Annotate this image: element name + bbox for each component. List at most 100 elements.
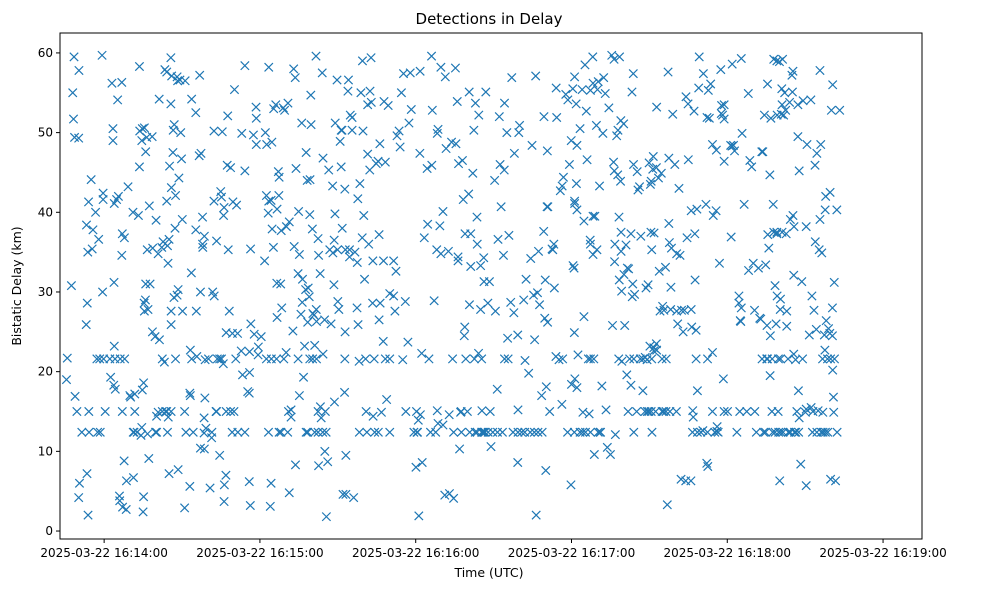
data-point <box>291 163 301 174</box>
data-point <box>231 200 242 210</box>
data-point <box>762 320 772 331</box>
data-point <box>588 78 598 88</box>
data-point <box>303 427 313 437</box>
data-point <box>411 462 421 472</box>
data-point <box>477 354 487 364</box>
data-point <box>195 443 206 453</box>
data-point <box>762 354 773 364</box>
data-point <box>608 157 619 167</box>
data-point <box>316 413 326 423</box>
data-point <box>506 297 516 307</box>
data-point <box>469 354 480 364</box>
data-point <box>692 427 703 437</box>
data-point <box>119 233 130 243</box>
y-tick-label: 10 <box>38 444 53 458</box>
data-point <box>629 427 639 437</box>
data-point <box>117 250 127 260</box>
data-point <box>543 202 553 212</box>
data-point <box>352 303 362 313</box>
data-point <box>787 87 798 97</box>
data-point <box>279 354 289 364</box>
data-point <box>655 306 665 316</box>
data-point <box>271 354 282 364</box>
data-point <box>703 461 713 472</box>
data-point <box>100 406 110 417</box>
data-point <box>251 139 261 150</box>
x-axis-title: Time (UTC) <box>453 565 523 580</box>
data-point <box>531 71 541 81</box>
data-point <box>276 279 286 289</box>
data-point <box>644 158 654 168</box>
data-point <box>758 427 769 437</box>
data-point <box>443 246 454 256</box>
data-point <box>166 182 177 193</box>
data-point <box>542 317 553 327</box>
data-point <box>290 72 300 83</box>
data-point <box>470 427 480 437</box>
data-point <box>321 512 332 522</box>
data-point <box>558 172 569 182</box>
data-point <box>719 156 729 166</box>
data-point <box>134 162 145 172</box>
data-point <box>392 131 402 141</box>
data-point <box>172 290 182 300</box>
data-point <box>423 219 433 229</box>
data-point <box>328 248 338 258</box>
data-point <box>181 427 191 437</box>
data-point <box>329 280 339 290</box>
data-point <box>117 77 127 88</box>
data-point <box>137 135 147 146</box>
data-point <box>281 222 292 232</box>
data-point <box>340 245 350 255</box>
data-point <box>810 160 820 170</box>
data-point <box>244 388 254 398</box>
data-point <box>616 286 627 296</box>
data-point <box>174 173 184 183</box>
data-point <box>195 70 205 80</box>
data-point <box>137 123 147 134</box>
data-point <box>441 143 451 154</box>
data-point <box>168 125 178 135</box>
data-point <box>490 306 501 316</box>
data-point <box>177 214 187 225</box>
data-point <box>785 214 795 225</box>
data-point <box>585 235 595 245</box>
data-point <box>263 427 274 437</box>
data-point <box>332 245 343 255</box>
data-point <box>197 239 208 249</box>
data-point <box>545 406 555 417</box>
data-point <box>513 427 523 437</box>
data-point <box>791 427 801 437</box>
data-point <box>548 245 558 255</box>
data-point <box>264 62 274 72</box>
data-point <box>769 227 779 237</box>
data-point <box>366 53 376 63</box>
data-point <box>636 231 646 241</box>
data-point <box>173 284 183 295</box>
data-point <box>453 256 463 266</box>
data-point <box>362 427 372 437</box>
data-point <box>594 181 605 191</box>
data-point <box>358 126 368 136</box>
data-point <box>288 326 298 336</box>
data-point <box>414 511 424 521</box>
data-point <box>534 300 545 310</box>
data-point <box>816 139 826 150</box>
data-point <box>690 229 700 239</box>
data-point <box>713 427 723 437</box>
data-point <box>237 128 247 139</box>
data-point <box>137 385 147 395</box>
data-point <box>276 427 286 437</box>
data-point <box>452 96 462 107</box>
data-point <box>244 367 255 378</box>
data-point <box>663 67 673 77</box>
data-point <box>417 348 427 358</box>
data-point <box>200 393 210 403</box>
data-point <box>340 184 350 194</box>
data-point <box>777 100 787 110</box>
data-point <box>517 427 527 437</box>
y-axis-title: Bistatic Delay (km) <box>9 226 24 345</box>
data-point <box>555 186 565 196</box>
data-point <box>763 229 773 240</box>
data-point <box>130 389 140 399</box>
